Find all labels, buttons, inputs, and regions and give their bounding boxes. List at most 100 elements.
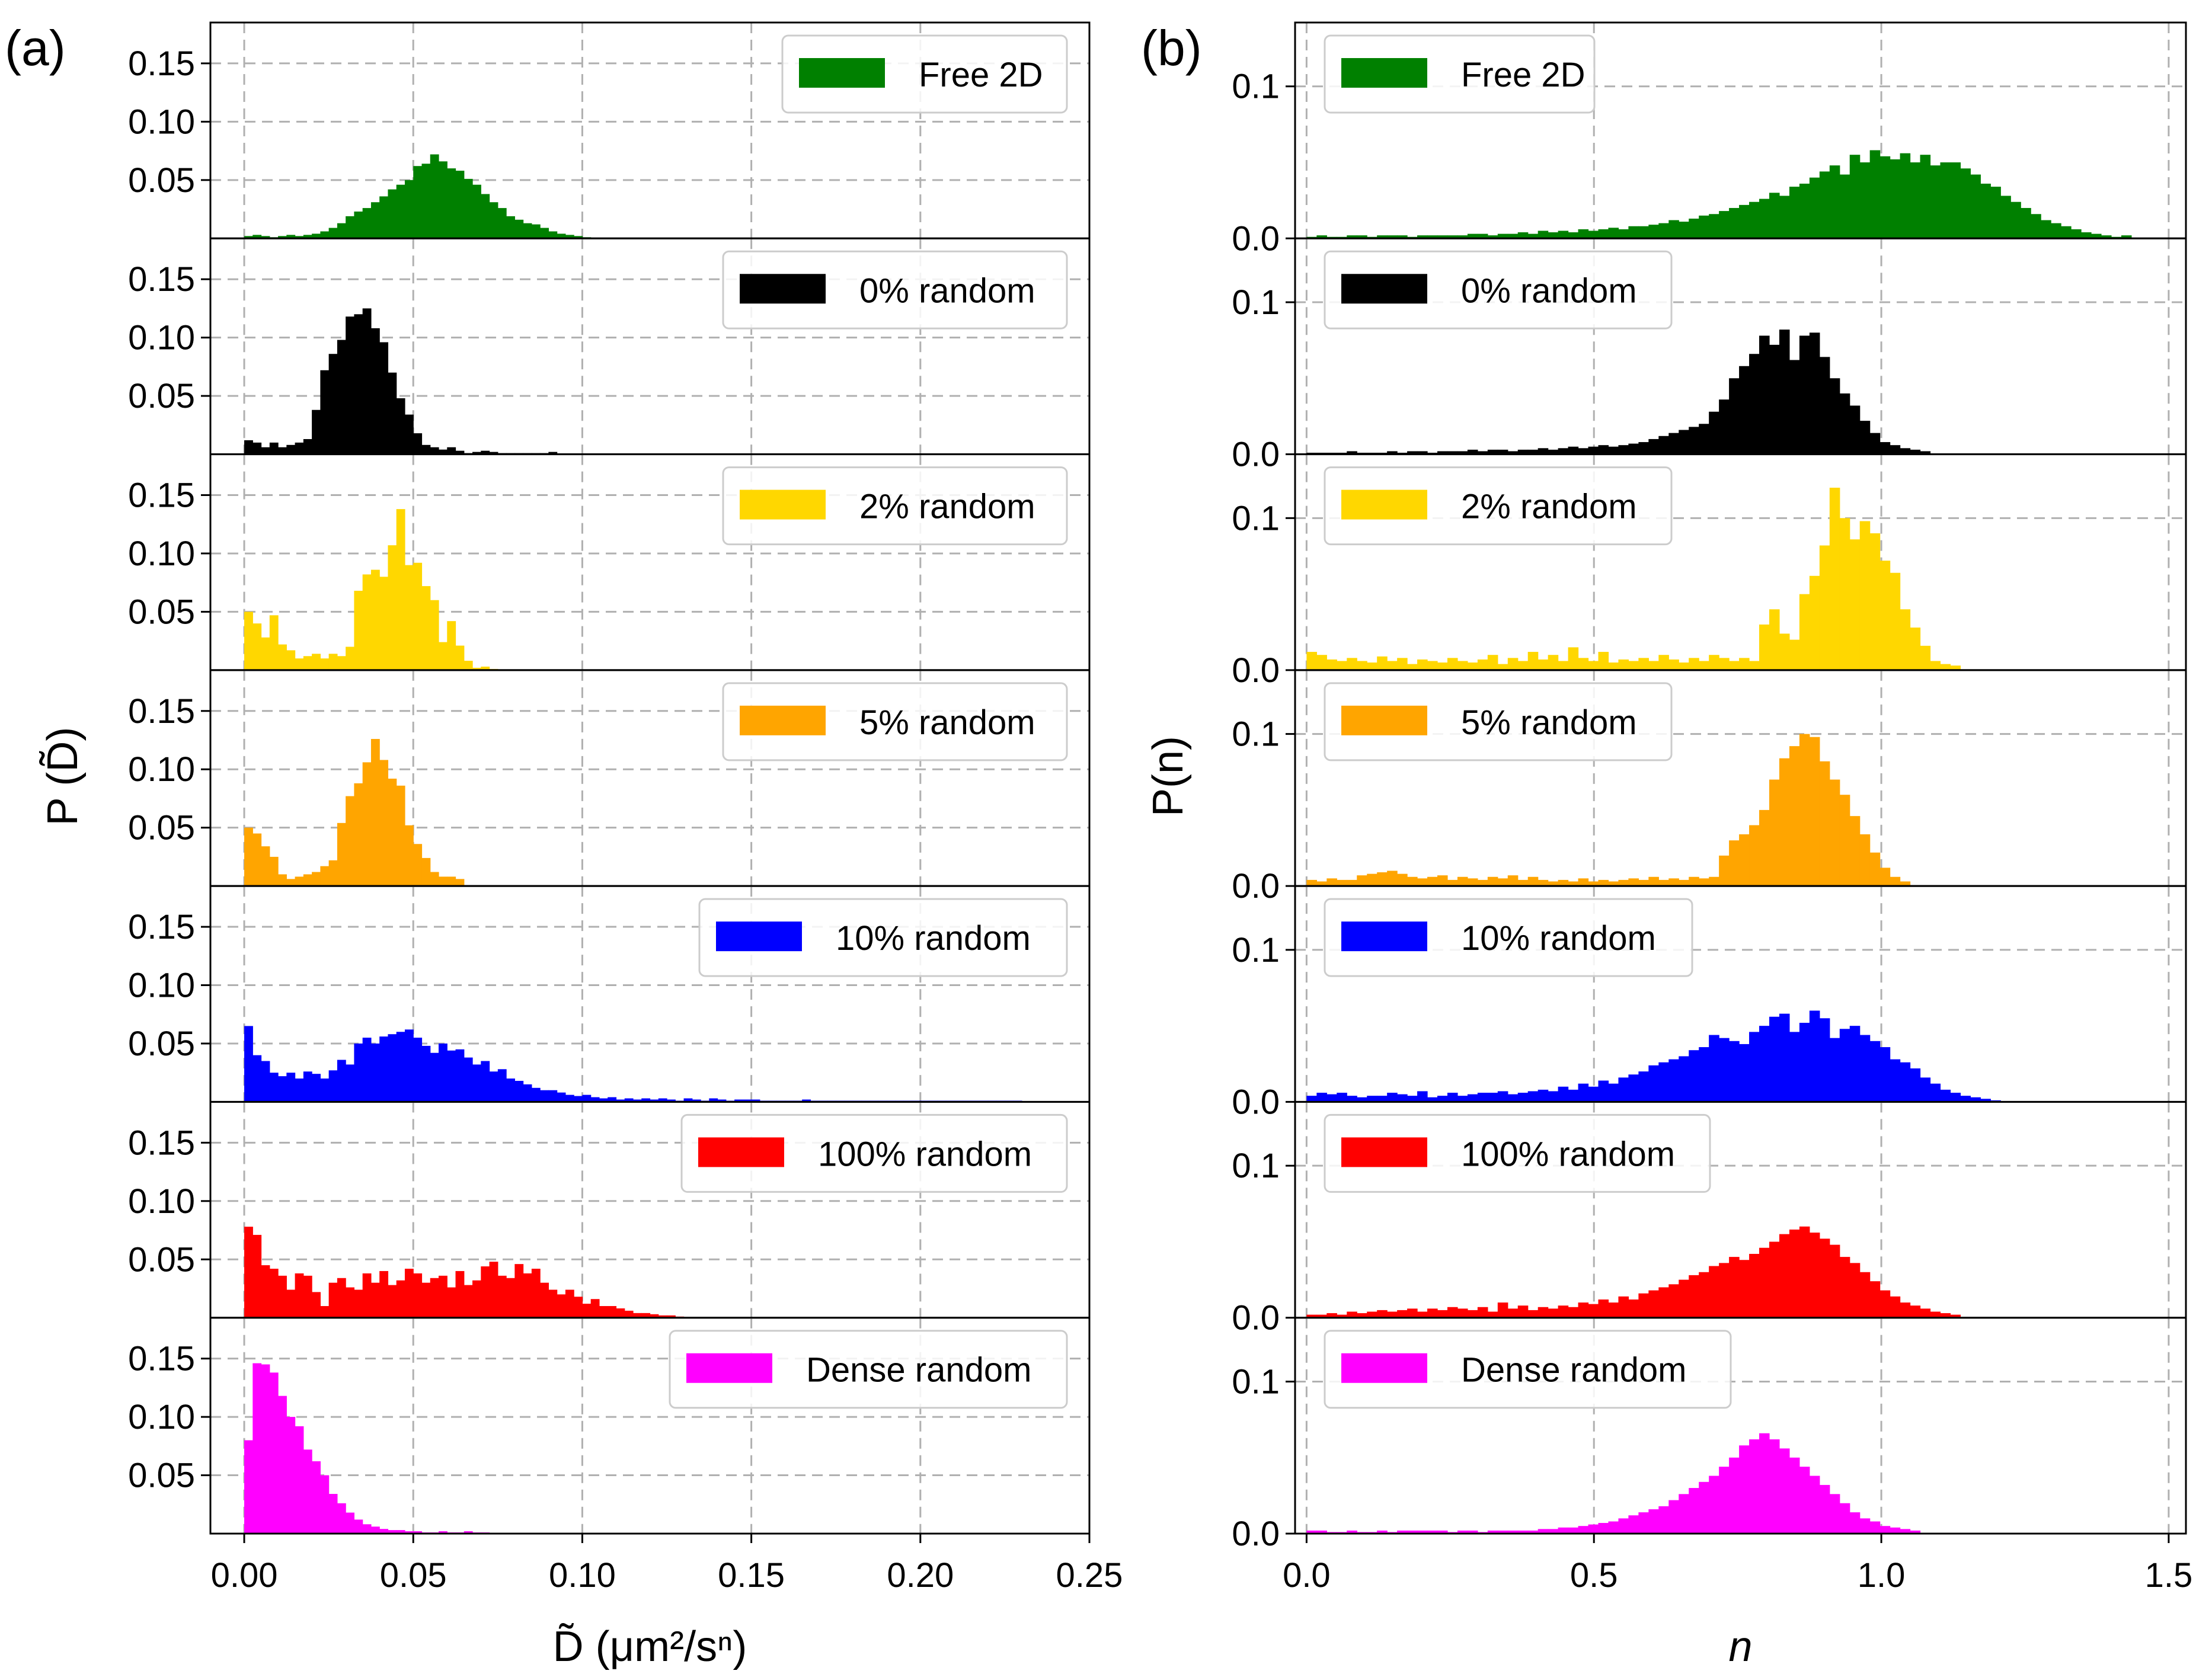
histogram-bar	[413, 562, 423, 670]
histogram-bar	[1980, 1099, 1991, 1102]
histogram-bar	[1739, 1260, 1750, 1318]
y-tick-label: 0.15	[128, 692, 195, 731]
histogram-bar	[1387, 451, 1398, 455]
histogram-bar	[252, 1234, 262, 1318]
histogram-bar	[388, 189, 397, 239]
histogram-bar	[1819, 357, 1830, 455]
histogram-bar	[557, 1294, 566, 1318]
histogram-bar	[1527, 1091, 1539, 1102]
histogram-bar	[1779, 329, 1790, 455]
histogram-bar	[286, 1289, 296, 1318]
legend-box	[1324, 250, 1673, 329]
histogram-bar	[1316, 235, 1327, 239]
legend-swatch	[799, 58, 885, 88]
histogram-bar	[1749, 1032, 1760, 1102]
histogram-bar	[2061, 226, 2072, 239]
histogram-bar	[540, 1090, 549, 1102]
histogram-bar	[1920, 645, 1931, 670]
subplot-5-random: 0.05 0.10 0.15 5% random	[128, 669, 1091, 887]
histogram-bar	[379, 760, 389, 886]
histogram-bar	[1719, 211, 1730, 239]
histogram-bar	[1618, 1518, 1629, 1534]
histogram-bar	[1537, 1089, 1549, 1102]
histogram-bar	[388, 1034, 397, 1102]
subplot-2-random: 0.05 0.10 0.15 2% random	[128, 453, 1091, 671]
histogram-bar	[1689, 218, 1699, 239]
histogram-bar	[1568, 1527, 1579, 1534]
histogram-bar	[1437, 451, 1448, 455]
histogram-bar	[1608, 446, 1619, 455]
histogram-bar	[1829, 488, 1840, 670]
histogram-bar	[608, 1097, 617, 1102]
subplot-dense-random: 0.0 0.1 Dense random	[1232, 1317, 2187, 1553]
histogram-bar	[430, 872, 439, 886]
histogram-bar	[1598, 652, 1609, 670]
histogram-bar	[523, 1084, 532, 1102]
histogram-bar	[1537, 1307, 1549, 1318]
histogram-bar	[1407, 876, 1418, 886]
histogram-bar	[1900, 1529, 1911, 1534]
y-tick-label: 0.0	[1232, 1299, 1280, 1337]
histogram-bar	[1608, 881, 1619, 886]
histogram-bar	[1658, 1506, 1669, 1534]
histogram-bar	[658, 1315, 667, 1318]
histogram-bar	[1527, 1310, 1539, 1318]
histogram-bar	[1699, 215, 1709, 239]
histogram-bar	[1417, 235, 1428, 239]
histogram-bar	[1497, 1302, 1508, 1318]
histogram-bar	[1377, 1096, 1388, 1102]
y-tick-label: 0.1	[1232, 68, 1280, 106]
histogram-bar	[1910, 1530, 1921, 1534]
histogram-bar	[1558, 1305, 1569, 1318]
histogram-bar	[523, 223, 532, 239]
histogram-bar	[346, 1064, 355, 1102]
histogram-bar	[1729, 207, 1740, 239]
histogram-bar	[1859, 162, 1871, 239]
histogram-bar	[1377, 1310, 1388, 1318]
histogram-bar	[1859, 1272, 1871, 1318]
subplot-free-2d: 0.0 0.1 Free 2D	[1232, 21, 2187, 258]
legend: 2% random	[1324, 466, 1673, 546]
legend: 5% random	[722, 682, 1068, 761]
histogram-bar	[1407, 451, 1418, 455]
histogram-bar	[1628, 1074, 1639, 1102]
histogram-bar	[1648, 1065, 1659, 1102]
histogram-bar	[396, 785, 405, 886]
histogram-bar	[337, 340, 346, 455]
histogram-bar	[413, 1038, 423, 1102]
legend: 5% random	[1324, 682, 1673, 761]
histogram-bar	[303, 1449, 312, 1534]
histogram-bar	[320, 1306, 330, 1318]
histogram-bar	[1397, 1530, 1408, 1534]
histogram-bar	[370, 328, 380, 455]
legend-label: 0% random	[859, 271, 1035, 310]
histogram-bar	[523, 1273, 532, 1318]
legend-label: Free 2D	[919, 56, 1043, 94]
histogram-bar	[1719, 855, 1730, 886]
histogram-bar	[1910, 449, 1921, 455]
histogram-bar	[1397, 1094, 1408, 1102]
histogram-bar	[1467, 1530, 1478, 1534]
histogram-bar	[1970, 1097, 1981, 1102]
histogram-bar	[1467, 1094, 1478, 1102]
histogram-bar	[1970, 174, 1981, 239]
subplot-100-random: 0.0 0.1 100% random	[1232, 1100, 2187, 1337]
histogram-bar	[1628, 443, 1639, 455]
histogram-bar	[1960, 1096, 1971, 1102]
histogram-bar	[1679, 1494, 1689, 1534]
histogram-bar	[1799, 594, 1810, 670]
histogram-bar	[1638, 879, 1649, 886]
histogram-bar	[286, 650, 296, 670]
histogram-bar	[320, 231, 330, 239]
histogram-bar	[1789, 746, 1800, 886]
subplot-5-random: 0.0 0.1 5% random	[1232, 669, 2187, 905]
y-tick-label: 0.05	[128, 593, 195, 631]
histogram-bar	[269, 1269, 279, 1318]
histogram-bar	[1407, 1096, 1418, 1102]
histogram-bar	[244, 827, 253, 886]
histogram-bar	[1387, 661, 1398, 670]
histogram-bar	[1477, 451, 1488, 455]
histogram-bar	[1357, 235, 1367, 239]
x-tick-label: 0.25	[1056, 1556, 1123, 1595]
y-tick-label: 0.0	[1232, 1515, 1280, 1553]
